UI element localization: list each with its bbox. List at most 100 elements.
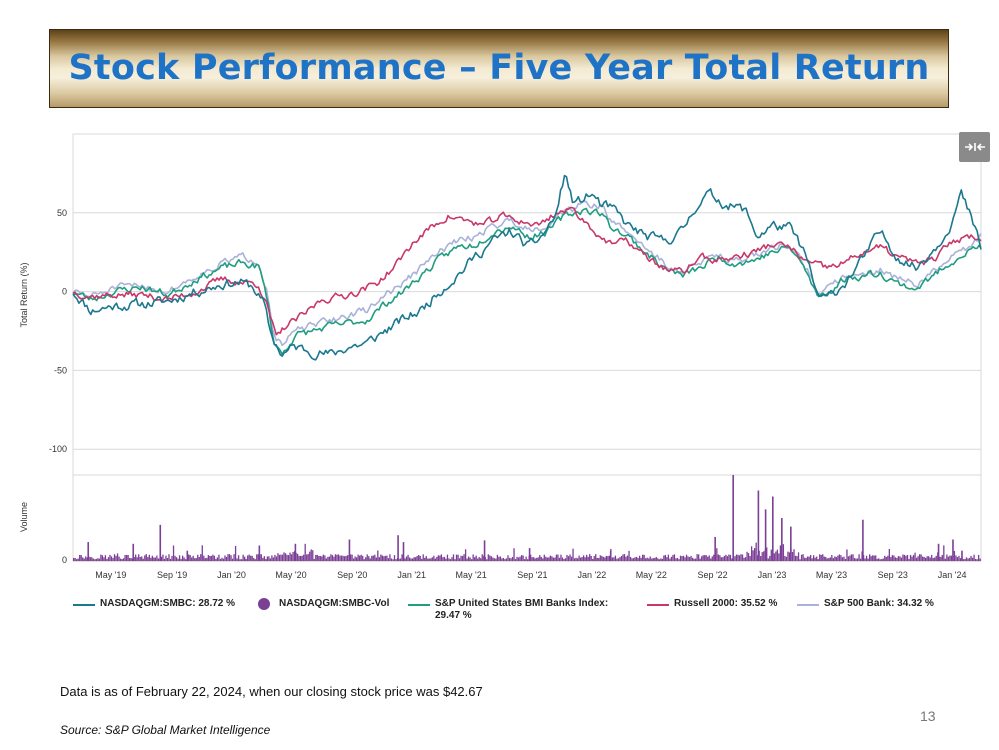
volume-bar <box>704 555 706 561</box>
volume-bar <box>94 559 96 561</box>
legend-item-russell[interactable]: Russell 2000: 35.52 % <box>647 598 777 610</box>
volume-bar <box>846 549 848 561</box>
volume-bar <box>345 555 347 561</box>
volume-bar <box>778 553 780 561</box>
volume-spike <box>294 543 297 561</box>
legend-item-smbc-vol[interactable]: NASDAQGM:SMBC-Vol <box>258 598 389 610</box>
plot-frame <box>72 133 982 562</box>
volume-bar <box>923 556 925 561</box>
volume-bar <box>722 557 724 561</box>
volume-bar <box>599 555 601 561</box>
volume-bar <box>614 555 617 561</box>
volume-bar <box>404 558 406 561</box>
volume-spike <box>186 550 189 561</box>
volume-bar <box>953 550 956 561</box>
volume-bar <box>832 558 834 561</box>
volume-bar <box>635 556 638 561</box>
volume-bar <box>277 553 279 561</box>
volume-bar <box>175 557 178 561</box>
volume-bar <box>956 557 959 561</box>
legend-item-bmi-banks[interactable]: S&P United States BMI Banks Index: 29.47… <box>408 598 628 622</box>
collapse-chart-button[interactable] <box>959 132 990 162</box>
volume-bar <box>746 551 748 561</box>
volume-bar <box>835 557 838 561</box>
volume-bar <box>307 554 309 561</box>
volume-bar <box>876 558 878 561</box>
volume-bar <box>893 555 895 561</box>
volume-bar <box>242 554 244 561</box>
volume-bar <box>106 558 108 561</box>
volume-bar <box>613 557 615 561</box>
volume-bar <box>747 553 750 561</box>
volume-bar <box>649 556 651 561</box>
volume-bar <box>642 554 644 561</box>
volume-bar <box>819 554 821 561</box>
volume-bar <box>375 557 377 561</box>
volume-bar <box>212 554 214 561</box>
volume-bar <box>74 558 76 561</box>
volume-bar <box>334 554 337 561</box>
volume-bar <box>213 555 216 561</box>
volume-bar <box>154 557 157 561</box>
volume-bar <box>191 557 193 561</box>
volume-bar <box>616 558 618 561</box>
legend-label-smbc: NASDAQGM:SMBC: 28.72 % <box>100 598 236 609</box>
volume-bar <box>269 558 272 561</box>
volume-bar <box>579 557 582 561</box>
volume-bar <box>234 546 237 561</box>
volume-bar <box>109 554 111 561</box>
volume-bar <box>903 554 906 561</box>
volume-bar <box>260 554 262 561</box>
volume-bar <box>349 554 352 561</box>
volume-bar <box>640 557 642 561</box>
volume-bar <box>569 554 571 561</box>
volume-bar <box>256 554 258 561</box>
chart-legend: NASDAQGM:SMBC: 28.72 % NASDAQGM:SMBC-Vol… <box>73 598 973 624</box>
volume-bar <box>962 559 965 561</box>
volume-bar <box>865 555 868 561</box>
volume-bar <box>873 555 875 561</box>
volume-bar <box>240 559 243 561</box>
volume-bar <box>368 556 370 561</box>
volume-bar <box>343 556 346 561</box>
volume-bar <box>720 557 723 561</box>
volume-bar <box>869 554 871 561</box>
volume-bar <box>586 554 588 561</box>
legend-item-smbc[interactable]: NASDAQGM:SMBC: 28.72 % <box>73 598 235 610</box>
volume-bar <box>289 552 291 561</box>
volume-bar <box>315 554 317 561</box>
volume-bar <box>237 555 240 561</box>
volume-bar <box>921 556 924 561</box>
volume-bar <box>227 554 229 561</box>
legend-item-sp500-bank[interactable]: S&P 500 Bank: 34.32 % <box>797 598 934 610</box>
volume-bar <box>897 556 900 561</box>
volume-bar <box>669 558 671 561</box>
volume-bar <box>796 555 798 561</box>
volume-bar <box>316 554 318 561</box>
volume-bar <box>145 554 147 561</box>
volume-bar <box>107 557 110 561</box>
volume-bar <box>112 557 114 561</box>
y-tick-label: -50 <box>54 365 67 375</box>
volume-bar <box>472 554 474 561</box>
legend-swatch-russell <box>647 604 669 606</box>
volume-bar <box>230 555 232 561</box>
volume-bar <box>761 552 763 561</box>
volume-bar <box>858 554 860 561</box>
volume-bar <box>667 554 670 561</box>
volume-bar <box>779 545 782 561</box>
volume-bar <box>658 559 660 561</box>
volume-bar <box>894 557 897 561</box>
volume-bar <box>360 554 362 561</box>
legend-label-sp500-bank: S&P 500 Bank: 34.32 % <box>824 598 934 609</box>
volume-bar <box>79 554 81 561</box>
volume-bar <box>602 556 604 561</box>
volume-bar <box>233 554 235 561</box>
volume-bar <box>968 557 971 561</box>
volume-bar <box>632 558 635 561</box>
volume-bar <box>797 552 800 561</box>
volume-bar <box>337 554 340 561</box>
volume-bar <box>150 557 152 561</box>
volume-bar <box>844 558 847 561</box>
volume-bar <box>595 554 597 561</box>
